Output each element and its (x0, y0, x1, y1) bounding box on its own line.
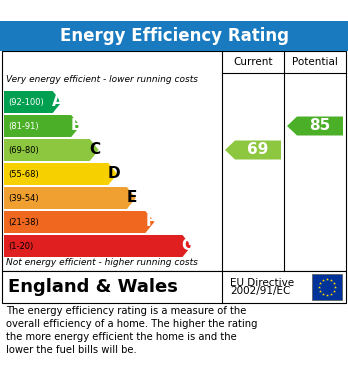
Text: 2002/91/EC: 2002/91/EC (230, 286, 290, 296)
Polygon shape (4, 211, 155, 233)
Text: lower the fuel bills will be.: lower the fuel bills will be. (6, 345, 137, 355)
Polygon shape (4, 91, 62, 113)
Text: Very energy efficient - lower running costs: Very energy efficient - lower running co… (6, 75, 198, 84)
Text: (55-68): (55-68) (8, 170, 39, 179)
Polygon shape (4, 139, 99, 161)
Polygon shape (4, 187, 136, 209)
Text: F: F (145, 215, 156, 230)
Bar (2, 271, 346, 303)
Text: 69: 69 (247, 142, 269, 158)
Text: E: E (127, 190, 137, 206)
Text: (39-54): (39-54) (8, 194, 39, 203)
Polygon shape (4, 235, 191, 257)
Text: overall efficiency of a home. The higher the rating: overall efficiency of a home. The higher… (6, 319, 258, 329)
Text: Potential: Potential (292, 57, 338, 67)
Text: England & Wales: England & Wales (8, 278, 178, 296)
Text: D: D (108, 167, 120, 181)
Text: (92-100): (92-100) (8, 97, 44, 106)
Text: the more energy efficient the home is and the: the more energy efficient the home is an… (6, 332, 237, 342)
Bar (0, 21, 348, 51)
Text: EU Directive: EU Directive (230, 278, 294, 288)
Text: (81-91): (81-91) (8, 122, 39, 131)
Text: C: C (89, 142, 101, 158)
Text: G: G (182, 239, 194, 253)
Polygon shape (4, 115, 80, 137)
Text: A: A (52, 95, 64, 109)
Text: 85: 85 (309, 118, 331, 133)
Polygon shape (287, 117, 343, 136)
Polygon shape (4, 163, 117, 185)
Text: Energy Efficiency Rating: Energy Efficiency Rating (60, 27, 288, 45)
Bar (2, 51, 346, 271)
Text: (1-20): (1-20) (8, 242, 33, 251)
Text: (21-38): (21-38) (8, 217, 39, 226)
Polygon shape (225, 140, 281, 160)
Text: Not energy efficient - higher running costs: Not energy efficient - higher running co… (6, 258, 198, 267)
Text: (69-80): (69-80) (8, 145, 39, 154)
Text: The energy efficiency rating is a measure of the: The energy efficiency rating is a measur… (6, 306, 246, 316)
Bar (312, 274, 342, 300)
Text: Current: Current (233, 57, 273, 67)
Text: B: B (71, 118, 82, 133)
